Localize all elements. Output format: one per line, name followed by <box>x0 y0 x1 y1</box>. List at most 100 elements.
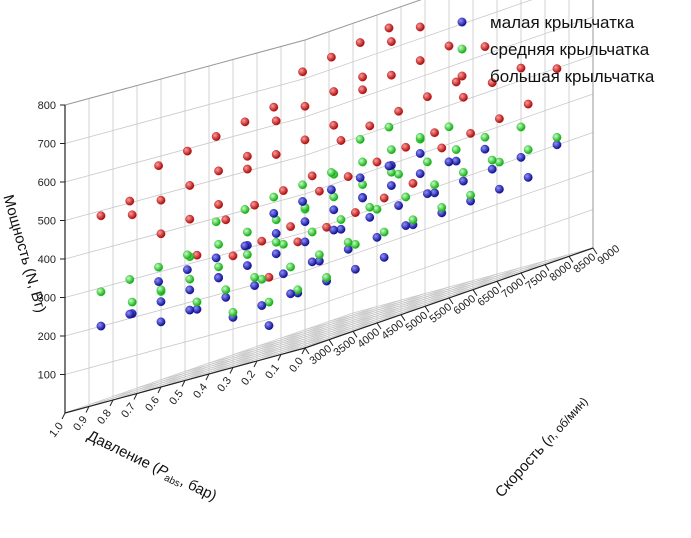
data-point-small-impeller <box>182 265 192 275</box>
data-point-medium-impeller <box>365 202 375 212</box>
data-point-medium-impeller <box>228 307 238 317</box>
data-point-small-impeller <box>125 309 135 319</box>
data-point-medium-impeller <box>298 180 307 190</box>
data-point-medium-impeller <box>408 215 418 225</box>
x-tick-label: 0.2 <box>239 368 258 387</box>
data-point-large-impeller <box>214 200 224 209</box>
data-point-small-impeller <box>458 176 468 186</box>
data-point-medium-impeller <box>314 250 324 260</box>
data-point-large-impeller <box>415 56 425 65</box>
data-point-large-impeller <box>451 77 461 87</box>
data-point-medium-impeller <box>458 167 468 177</box>
data-point-small-impeller <box>516 152 526 162</box>
data-point-medium-impeller <box>185 274 195 284</box>
data-point-large-impeller <box>300 135 310 145</box>
data-point-medium-impeller <box>214 239 224 249</box>
y-tick-mark <box>376 322 382 330</box>
z-tick-label: 400 <box>38 254 56 266</box>
x-tick-mark <box>109 399 114 407</box>
side-wall-grid-line <box>64 78 306 144</box>
y-tick-label: 7500 <box>523 268 550 293</box>
x-tick-label: 0.7 <box>119 401 138 420</box>
z-tick-label: 300 <box>38 293 56 305</box>
data-point-medium-impeller <box>466 190 475 200</box>
data-point-medium-impeller <box>127 297 137 307</box>
data-point-large-impeller <box>257 236 267 246</box>
data-point-large-impeller <box>127 210 137 220</box>
data-point-large-impeller <box>516 63 526 73</box>
data-point-medium-impeller <box>211 217 221 227</box>
y-tick-label: 5500 <box>427 301 454 326</box>
side-wall-grid-line <box>64 155 306 221</box>
data-point-large-impeller <box>271 150 281 159</box>
data-point-large-impeller <box>154 161 164 171</box>
x-tick-mark <box>181 380 186 387</box>
y-tick-mark <box>592 247 598 255</box>
data-point-medium-impeller <box>355 134 365 144</box>
data-point-medium-impeller <box>240 205 250 214</box>
data-point-large-impeller <box>480 42 490 51</box>
y-tick-label: 9000 <box>595 243 622 268</box>
data-point-small-impeller <box>372 232 382 242</box>
y-tick-label: 6000 <box>451 293 478 318</box>
data-point-large-impeller <box>125 196 135 206</box>
x-tick-label: 0.1 <box>263 362 282 381</box>
data-point-small-impeller <box>326 185 336 195</box>
side-wall-grid-line <box>64 309 306 375</box>
legend-label: средняя крыльчатка <box>490 40 650 59</box>
data-point-large-impeller <box>350 208 360 218</box>
data-point-small-impeller <box>384 161 394 171</box>
data-point-small-impeller <box>221 292 231 302</box>
data-point-large-impeller <box>466 128 475 138</box>
data-point-medium-impeller <box>154 262 164 272</box>
back-wall-grid-line <box>304 209 594 310</box>
z-tick-label: 700 <box>38 139 56 151</box>
data-point-large-impeller <box>242 151 252 161</box>
y-axis-title: Скорость (n, об/мин) <box>492 393 591 501</box>
data-point-large-impeller <box>401 142 411 152</box>
data-point-medium-impeller <box>221 285 231 295</box>
x-tick-label: 0.4 <box>191 381 210 400</box>
data-point-small-impeller <box>96 321 106 331</box>
data-point-large-impeller <box>386 37 396 46</box>
z-tick-label: 100 <box>38 370 56 382</box>
data-point-medium-impeller <box>480 132 490 142</box>
data-point-large-impeller <box>343 172 353 182</box>
legend-label: малая крыльчатка <box>490 13 635 32</box>
data-point-large-impeller <box>221 215 231 225</box>
data-point-medium-impeller <box>386 145 396 155</box>
y-tick-label: 6500 <box>475 285 502 310</box>
data-point-large-impeller <box>358 85 367 95</box>
data-point-medium-impeller <box>437 203 447 212</box>
data-point-large-impeller <box>269 102 279 112</box>
data-point-large-impeller <box>386 70 396 80</box>
frame-edge <box>304 0 422 41</box>
x-tick-mark <box>133 393 138 400</box>
data-point-small-impeller <box>250 281 260 290</box>
data-point-small-impeller <box>329 205 339 215</box>
data-point-medium-impeller <box>156 285 166 295</box>
data-point-medium-impeller <box>322 273 331 282</box>
data-point-small-impeller <box>329 225 339 235</box>
data-point-small-impeller <box>257 301 267 310</box>
data-point-medium-impeller <box>552 132 562 142</box>
frame-edge <box>64 39 306 106</box>
data-point-large-impeller <box>240 117 250 127</box>
data-point-small-impeller <box>494 184 504 194</box>
legend-marker <box>457 71 467 81</box>
data-point-large-impeller <box>156 229 166 239</box>
data-point-large-impeller <box>271 116 281 126</box>
data-point-large-impeller <box>394 106 403 116</box>
data-point-medium-impeller <box>336 215 346 225</box>
data-point-large-impeller <box>358 72 367 82</box>
y-tick-mark <box>448 297 454 305</box>
data-point-large-impeller <box>242 164 252 174</box>
x-tick-mark <box>157 386 162 394</box>
z-tick-label: 500 <box>38 216 56 228</box>
data-point-large-impeller <box>408 178 418 188</box>
data-point-small-impeller <box>386 181 396 191</box>
data-point-small-impeller <box>415 149 425 158</box>
data-point-large-impeller <box>278 186 288 196</box>
data-point-small-impeller <box>211 253 221 263</box>
data-point-medium-impeller <box>379 227 389 237</box>
